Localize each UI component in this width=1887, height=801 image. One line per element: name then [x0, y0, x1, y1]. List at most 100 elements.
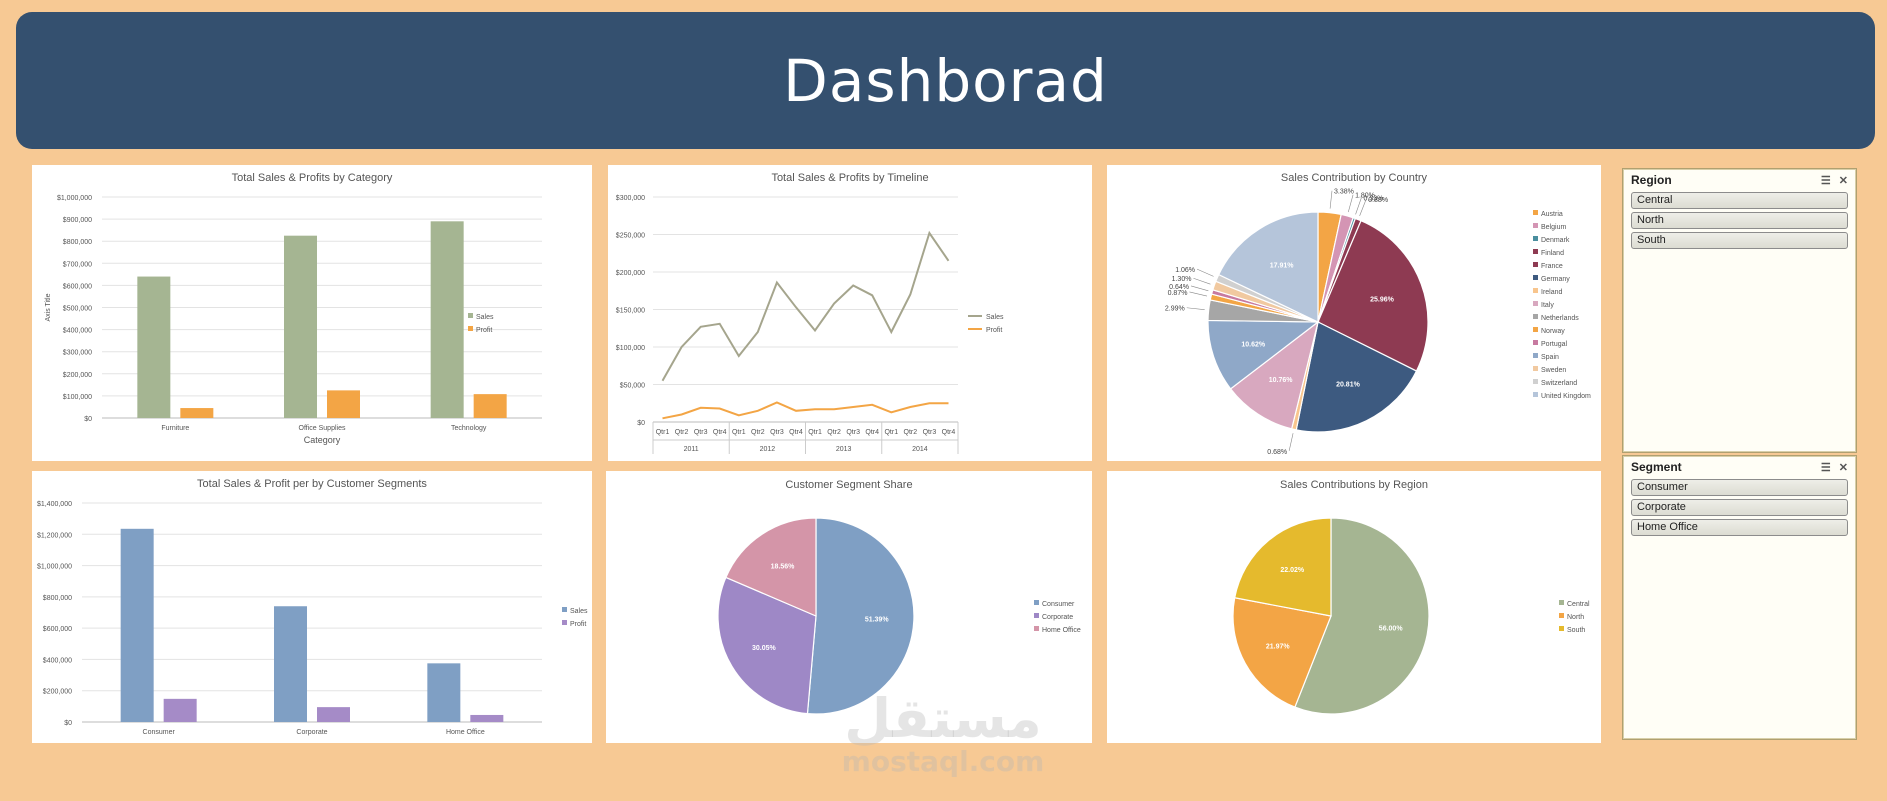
x-tick-label: Qtr1	[808, 429, 822, 436]
legend-swatch	[1533, 275, 1538, 280]
data-label: 1.06%	[1175, 267, 1195, 274]
chart-panel-segment[interactable]: Total Sales & Profit per by Customer Seg…	[32, 471, 592, 743]
legend-label: Sales	[570, 608, 588, 615]
chart-panel-segshare[interactable]: Customer Segment Share 51.39% 30.05% 18.56%…	[606, 471, 1092, 743]
legend-label: Profit	[570, 621, 586, 628]
legend-swatch	[562, 620, 567, 625]
region-slicer[interactable]: Region ☰ ✕ Central North South	[1622, 168, 1857, 453]
x-tick-label: Furniture	[161, 425, 189, 432]
x-tick-label: Qtr2	[751, 429, 765, 436]
legend-swatch	[1533, 392, 1538, 397]
legend-swatch	[1533, 327, 1538, 332]
leader-line	[1196, 268, 1214, 277]
data-label: 56.00%	[1379, 625, 1404, 632]
slicer-item-central[interactable]: Central	[1631, 192, 1848, 209]
legend-label: Spain	[1541, 354, 1559, 361]
clear-filter-icon[interactable]: ✕	[1838, 174, 1848, 187]
data-label: 0.88%	[1368, 197, 1388, 204]
leader-line	[1348, 194, 1354, 213]
multi-select-icon[interactable]: ☰	[1820, 174, 1831, 187]
legend-swatch	[1533, 366, 1538, 371]
x-tick-label: Technology	[451, 425, 487, 432]
y-tick-label: $100,000	[63, 394, 92, 401]
slicer-item-consumer[interactable]: Consumer	[1631, 479, 1848, 496]
chart-panel-category[interactable]: Total Sales & Profits by Category $0 $100,…	[32, 165, 592, 461]
legend-label: Denmark	[1541, 237, 1570, 244]
data-label: 0.87%	[1168, 290, 1188, 297]
pie-slice-south	[1234, 517, 1332, 617]
legend-label: Home Office	[1042, 627, 1081, 634]
legend-swatch	[1559, 613, 1564, 618]
legend-swatch	[1533, 262, 1538, 267]
pie-slice-home-office	[725, 517, 817, 617]
data-label: 25.96%	[1370, 296, 1395, 303]
data-label: 0.68%	[1267, 449, 1287, 456]
line-sales	[661, 230, 950, 382]
legend-swatch	[1533, 340, 1538, 345]
x-tick-label: Qtr4	[713, 429, 727, 436]
legend-swatch	[1533, 210, 1538, 215]
segment-chart: Total Sales & Profit per by Customer Seg…	[37, 478, 588, 736]
y-tick-label: $700,000	[63, 261, 92, 268]
y-tick-label: $1,400,000	[37, 501, 72, 508]
pie-slice-north	[1232, 597, 1332, 708]
y-tick-label: $600,000	[63, 283, 92, 290]
bar-profit	[180, 408, 214, 418]
country-pie-chart: Sales Contribution by Country3.38%1.80%0…	[1165, 172, 1591, 456]
y-axis-label: Axis Title	[45, 293, 52, 321]
data-label: 2.99%	[1165, 306, 1185, 313]
watermark-arabic: مستقل	[844, 687, 1042, 750]
data-label: 30.05%	[752, 645, 777, 652]
chart-title: Total Sales & Profits by Timeline	[771, 172, 928, 184]
pie-slice-united-kingdom	[1217, 211, 1319, 323]
legend-swatch	[1533, 314, 1538, 319]
segment-share-pie-chart: Customer Segment Share 51.39% 30.05% 18.56%…	[717, 479, 1081, 715]
line-profit	[662, 401, 949, 420]
region-pie-chart: Sales Contributions by Region 56.00% 21.97…	[1232, 479, 1590, 715]
pie-slice-germany	[1295, 321, 1418, 433]
multi-select-icon[interactable]: ☰	[1820, 461, 1831, 474]
bar-profit	[317, 707, 350, 722]
chart-panel-timeline[interactable]: Total Sales & Profits by Timeline $0 $50,0…	[608, 165, 1092, 461]
y-tick-label: $200,000	[63, 372, 92, 379]
slicer-item-corporate[interactable]: Corporate	[1631, 499, 1848, 516]
x-tick-label: Qtr4	[789, 429, 803, 436]
y-tick-label: $50,000	[620, 383, 645, 390]
chart-title: Sales Contributions by Region	[1280, 479, 1428, 491]
data-label: 21.97%	[1266, 643, 1291, 650]
segment-slicer[interactable]: Segment ☰ ✕ Consumer Corporate Home Offic…	[1622, 455, 1857, 740]
y-tick-label: $800,000	[63, 239, 92, 246]
legend-label: Italy	[1541, 302, 1554, 309]
data-label: 3.38%	[1334, 189, 1354, 196]
legend-swatch	[1034, 613, 1039, 618]
y-tick-label: $0	[84, 416, 92, 423]
legend-swatch	[1533, 236, 1538, 241]
legend-swatch	[1533, 223, 1538, 228]
y-tick-label: $400,000	[43, 657, 72, 664]
chart-panel-country[interactable]: Sales Contribution by Country 3.38% 1.80% 0…	[1107, 165, 1601, 461]
legend-label: France	[1541, 263, 1563, 270]
chart-panel-region[interactable]: Sales Contributions by Region 56.00% 21.97…	[1107, 471, 1601, 743]
clear-filter-icon[interactable]: ✕	[1838, 461, 1848, 474]
y-tick-label: $100,000	[616, 345, 645, 352]
legend-label: Consumer	[1042, 601, 1075, 608]
region-slicer-title: Region	[1631, 173, 1672, 187]
chart-title: Customer Segment Share	[785, 479, 912, 491]
year-label: 2014	[912, 446, 928, 453]
data-label: 0.64%	[1169, 284, 1189, 291]
data-label: 22.02%	[1280, 567, 1305, 574]
slicer-item-home-office[interactable]: Home Office	[1631, 519, 1848, 536]
leader-line	[1288, 433, 1294, 451]
legend-label: Norway	[1541, 328, 1565, 335]
legend-label: South	[1567, 627, 1585, 634]
slicer-item-south[interactable]: South	[1631, 232, 1848, 249]
data-label: 1.30%	[1172, 276, 1192, 283]
x-tick-label: Qtr2	[904, 429, 918, 436]
y-tick-label: $300,000	[616, 195, 645, 202]
legend-label: Profit	[476, 327, 492, 334]
legend-swatch	[1034, 600, 1039, 605]
slicer-item-north[interactable]: North	[1631, 212, 1848, 229]
y-tick-label: $200,000	[616, 270, 645, 277]
x-tick-label: Qtr3	[770, 429, 784, 436]
pie-slice-corporate	[717, 576, 817, 715]
